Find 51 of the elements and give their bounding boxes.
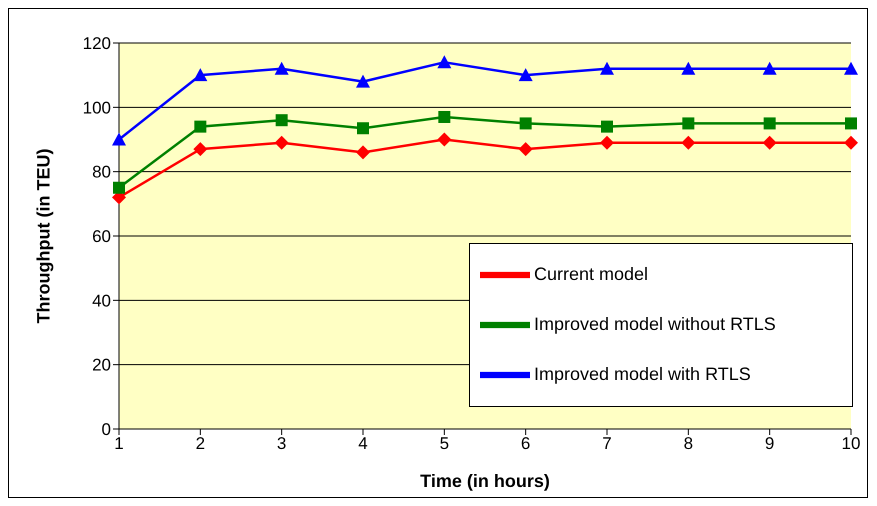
point: [437, 132, 452, 146]
y-tick-label: 0: [102, 420, 111, 440]
legend-label: Current model: [534, 264, 648, 284]
legend-label: Improved model without RTLS: [534, 314, 776, 334]
point: [601, 120, 613, 133]
y-tick-label: 120: [82, 34, 111, 54]
point: [844, 136, 858, 150]
x-tick-label: 6: [520, 434, 530, 454]
y-tick-label: 100: [82, 98, 111, 118]
x-axis-title: Time (in hours): [420, 471, 550, 491]
point: [845, 117, 857, 130]
point: [520, 117, 532, 130]
point: [600, 136, 614, 150]
x-tick-label: 3: [276, 434, 286, 454]
point: [764, 117, 776, 130]
point: [438, 110, 450, 123]
y-tick-label: 80: [92, 162, 111, 182]
point: [276, 114, 288, 126]
y-tick-label: 60: [92, 227, 111, 246]
point: [356, 145, 370, 160]
point: [762, 62, 777, 75]
point: [356, 74, 370, 88]
point: [437, 55, 452, 68]
point: [762, 136, 777, 150]
point: [844, 62, 858, 75]
x-tick-label: 4: [358, 434, 368, 454]
point: [682, 117, 694, 130]
point: [681, 136, 696, 150]
legend-label: Improved model with RTLS: [534, 364, 751, 384]
x-tick-label: 7: [602, 434, 612, 454]
point: [112, 132, 126, 146]
x-tick-label: 8: [684, 434, 694, 454]
x-tick-label: 10: [842, 434, 860, 454]
point: [681, 62, 696, 75]
point: [193, 68, 208, 82]
x-tick-label: 1: [114, 434, 124, 454]
y-tick-label: 40: [92, 291, 111, 310]
point: [518, 142, 533, 156]
y-tick-label: 20: [92, 356, 111, 375]
point: [194, 120, 206, 133]
y-axis-title: Throughput (in TEU): [33, 148, 54, 324]
point: [193, 142, 208, 156]
x-tick-label: 9: [764, 434, 774, 454]
point: [357, 122, 369, 134]
x-tick-label: 5: [440, 434, 450, 454]
point: [113, 182, 125, 194]
x-tick-label: 2: [196, 434, 206, 454]
point: [600, 62, 614, 75]
point: [274, 62, 289, 75]
point: [518, 68, 533, 82]
point: [274, 136, 289, 150]
